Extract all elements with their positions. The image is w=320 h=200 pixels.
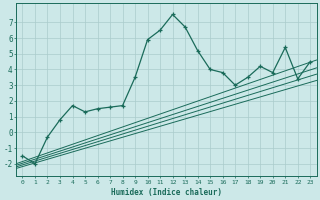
X-axis label: Humidex (Indice chaleur): Humidex (Indice chaleur): [111, 188, 222, 197]
